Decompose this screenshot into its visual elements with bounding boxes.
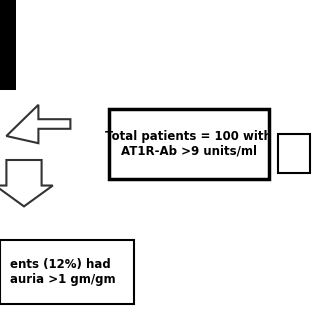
Polygon shape (6, 105, 70, 143)
FancyBboxPatch shape (109, 109, 269, 179)
Text: ents (12%) had
auria >1 gm/gm: ents (12%) had auria >1 gm/gm (10, 258, 115, 286)
Text: Total patients = 100 with
AT1R-Ab >9 units/ml: Total patients = 100 with AT1R-Ab >9 uni… (105, 130, 272, 158)
Polygon shape (0, 160, 53, 206)
FancyBboxPatch shape (0, 240, 134, 304)
FancyBboxPatch shape (278, 134, 310, 173)
FancyBboxPatch shape (0, 0, 16, 90)
